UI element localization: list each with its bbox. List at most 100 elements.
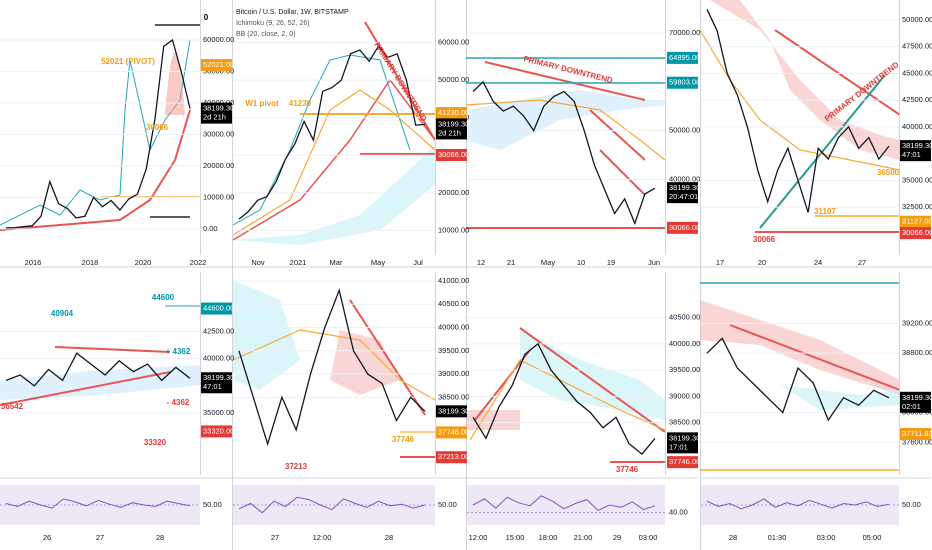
x-tick-label: Mar bbox=[330, 258, 343, 267]
indicator-overlay bbox=[360, 21, 436, 155]
x-tick-label: 27 bbox=[858, 258, 866, 267]
y-tick-label: 0.00 bbox=[203, 224, 218, 233]
y-tick-label: 40000.00 bbox=[669, 174, 700, 183]
rsi-line bbox=[5, 498, 191, 509]
price-line bbox=[5, 352, 191, 387]
y-tick-label: 40000.00 bbox=[902, 122, 932, 131]
price-label: 33320.00 bbox=[203, 426, 234, 435]
price-label: 37746.00 bbox=[438, 427, 469, 436]
x-tick-label: 03:00 bbox=[639, 533, 658, 542]
x-tick-label: 2021 bbox=[290, 258, 307, 267]
x-tick-label: 12:00 bbox=[469, 533, 488, 542]
price-label: 38199.30 bbox=[203, 104, 234, 113]
price-label-box bbox=[667, 221, 698, 234]
x-tick-label: 05:00 bbox=[863, 533, 882, 542]
price-label: 30066.00 bbox=[438, 150, 469, 159]
price-label: 38199.30 bbox=[438, 406, 469, 415]
x-tick-label: 17 bbox=[716, 258, 724, 267]
indicator-label: Ichimoku (9, 26, 52, 26) bbox=[236, 20, 310, 27]
price-label-box bbox=[667, 76, 698, 89]
chart-title: Bitcoin / U.S. Dollar, 1W, BITSTAMP bbox=[236, 9, 349, 16]
price-label-box bbox=[436, 405, 467, 418]
x-tick-label: 12:00 bbox=[313, 533, 332, 542]
annotation: 30066 bbox=[146, 123, 169, 132]
x-tick-label: 15:00 bbox=[506, 533, 525, 542]
price-label: 38199.30 bbox=[438, 119, 469, 128]
rsi-tick-label: 50.00 bbox=[203, 500, 222, 509]
annotation: W1 pivot bbox=[245, 99, 279, 108]
y-tick-label: 47500.00 bbox=[902, 42, 932, 51]
indicator-overlay bbox=[699, 29, 901, 171]
indicator-overlay bbox=[0, 346, 171, 406]
y-tick-label: 39500.00 bbox=[669, 365, 700, 374]
x-tick-label: May bbox=[371, 258, 385, 267]
price-label: 44600.00 bbox=[203, 304, 234, 313]
rsi-line bbox=[706, 498, 890, 510]
x-tick-label: Nov bbox=[251, 258, 265, 267]
x-tick-label: 29 bbox=[613, 533, 621, 542]
indicator-overlay bbox=[710, 0, 900, 160]
y-tick-label: 41000.00 bbox=[438, 276, 469, 285]
rsi-tick-label: 50.00 bbox=[902, 500, 921, 509]
x-tick-label: 27 bbox=[271, 533, 279, 542]
y-tick-label: 20000.00 bbox=[438, 188, 469, 197]
annotation: - 4362 bbox=[167, 398, 190, 407]
price-label-box bbox=[201, 425, 232, 438]
y-tick-label: 42500.00 bbox=[902, 95, 932, 104]
annotation: 33320 bbox=[144, 438, 167, 447]
price-label-box bbox=[667, 51, 698, 64]
rsi-tick-label: 50.00 bbox=[438, 500, 457, 509]
price-label-box bbox=[900, 215, 931, 228]
indicator-overlay bbox=[233, 280, 300, 390]
price-label-box bbox=[436, 118, 467, 140]
annotation: + 4362 bbox=[166, 347, 191, 356]
indicator-overlay bbox=[330, 330, 400, 395]
indicator-overlay bbox=[0, 39, 191, 226]
price-label-box bbox=[900, 227, 931, 240]
x-tick-label: 24 bbox=[814, 258, 822, 267]
indicator-overlay bbox=[466, 57, 665, 84]
x-tick-label: 21:00 bbox=[574, 533, 593, 542]
annotation: 37746 bbox=[392, 435, 415, 444]
price-label-box bbox=[436, 451, 467, 464]
x-tick-label: 28 bbox=[156, 533, 164, 542]
x-tick-label: 21 bbox=[507, 258, 515, 267]
y-tick-label: 38800.00 bbox=[902, 348, 932, 357]
y-tick-label: 32500.00 bbox=[902, 202, 932, 211]
annotation: 37213 bbox=[285, 462, 308, 471]
indicator-overlay bbox=[729, 324, 901, 391]
y-tick-label: 30000.00 bbox=[203, 129, 234, 138]
y-tick-label: 50000.00 bbox=[669, 126, 700, 135]
x-tick-label: 10 bbox=[577, 258, 585, 267]
price-label-box bbox=[436, 148, 467, 161]
x-tick-label: 2022 bbox=[190, 258, 207, 267]
x-tick-label: Jul bbox=[413, 258, 423, 267]
rsi-tick-label: 40.00 bbox=[669, 508, 688, 517]
price-label-box bbox=[667, 432, 698, 454]
price-label: 37711.83 bbox=[902, 429, 932, 438]
x-tick-label: 01:30 bbox=[768, 533, 787, 542]
indicator-overlay bbox=[466, 90, 665, 150]
annotation: 52021 (PIVOT) bbox=[101, 57, 155, 66]
x-tick-label: 18:00 bbox=[539, 533, 558, 542]
y-tick-label: 39000.00 bbox=[438, 369, 469, 378]
y-tick-label: 40000.00 bbox=[669, 339, 700, 348]
price-line bbox=[5, 38, 191, 229]
indicator-overlay bbox=[755, 29, 901, 233]
indicator-overlay bbox=[520, 330, 665, 420]
annotation: 36542 bbox=[1, 402, 24, 411]
x-tick-label: 2018 bbox=[82, 258, 99, 267]
indicator-overlay bbox=[465, 99, 666, 161]
price-label-box bbox=[900, 391, 931, 413]
y-tick-label: 40500.00 bbox=[669, 313, 700, 322]
price-label-box bbox=[201, 372, 232, 394]
y-tick-label: 50000.00 bbox=[902, 15, 932, 24]
y-tick-label: 35000.00 bbox=[902, 175, 932, 184]
y-tick-label: 40500.00 bbox=[438, 299, 469, 308]
y-tick-label: 10000.00 bbox=[203, 192, 234, 201]
y-tick-label: 60000.00 bbox=[438, 37, 469, 46]
x-tick-label: May bbox=[541, 258, 555, 267]
y-tick-label: 42500.00 bbox=[203, 326, 234, 335]
